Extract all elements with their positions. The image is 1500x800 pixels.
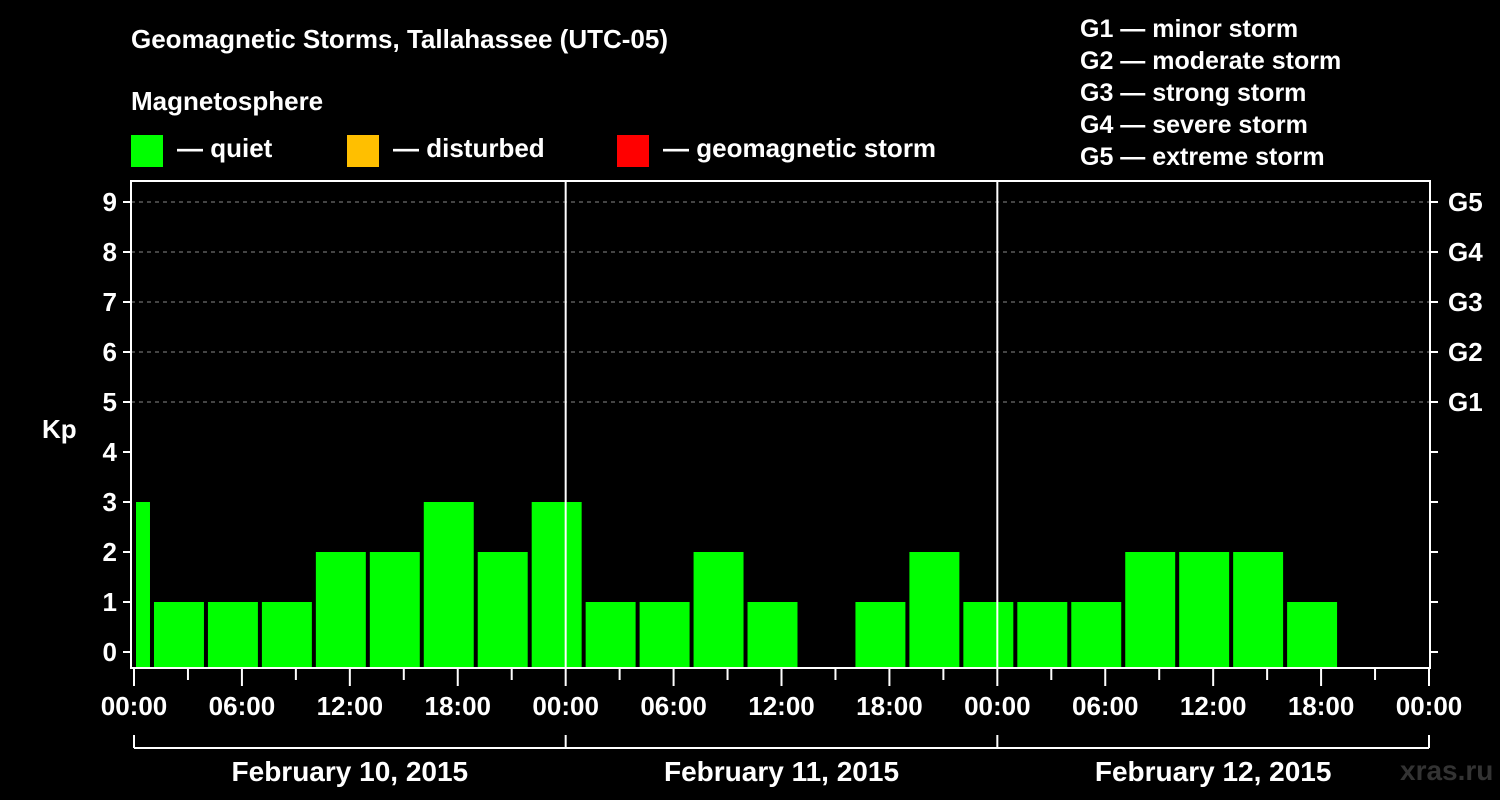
x-tick-label-9: 06:00: [1072, 691, 1139, 721]
day-label-0: February 10, 2015: [232, 756, 469, 787]
y-tick-label-0: 0: [103, 637, 117, 667]
x-tick-label-7: 18:00: [856, 691, 923, 721]
kp-bar-10: [639, 602, 690, 668]
x-tick-label-12: 00:00: [1396, 691, 1463, 721]
g2-legend: G2 — moderate storm: [1080, 47, 1342, 75]
y-tick-label-3: 3: [103, 487, 117, 517]
y-tick-label-7: 7: [103, 287, 117, 317]
kp-bar-8: [531, 502, 582, 668]
chart-title: Geomagnetic Storms, Tallahassee (UTC-05): [131, 24, 669, 54]
y-tick-label-1: 1: [103, 587, 117, 617]
disturbed-swatch: [347, 135, 379, 167]
y-tick-label-6: 6: [103, 337, 117, 367]
kp-bar-21: [1233, 552, 1284, 668]
x-tick-label-11: 18:00: [1288, 691, 1355, 721]
y-tick-label-5: 5: [103, 387, 117, 417]
kp-bar-18: [1071, 602, 1122, 668]
x-tick-label-3: 18:00: [425, 691, 492, 721]
kp-bar-20: [1179, 552, 1230, 668]
y-tick-label-2: 2: [103, 537, 117, 567]
g-label-g4: G4: [1448, 237, 1483, 267]
kp-bar-14: [855, 602, 906, 668]
quiet-label: — quiet: [177, 133, 273, 163]
x-tick-label-10: 12:00: [1180, 691, 1247, 721]
g-label-g2: G2: [1448, 337, 1483, 367]
g5-legend: G5 — extreme storm: [1080, 143, 1325, 171]
disturbed-label: — disturbed: [393, 133, 545, 163]
day-label-2: February 12, 2015: [1095, 756, 1332, 787]
legend-heading: Magnetosphere: [131, 86, 324, 116]
x-tick-label-8: 00:00: [964, 691, 1031, 721]
storm-swatch: [617, 135, 649, 167]
kp-bar-19: [1125, 552, 1176, 668]
kp-bar-15: [909, 552, 960, 668]
x-tick-label-1: 06:00: [209, 691, 276, 721]
kp-bar-12: [747, 602, 798, 668]
storm-label: — geomagnetic storm: [663, 133, 937, 163]
quiet-swatch: [131, 135, 163, 167]
kp-bar-9: [585, 602, 636, 668]
kp-bar-7: [477, 552, 528, 668]
y-tick-label-9: 9: [103, 187, 117, 217]
g1-legend: G1 — minor storm: [1080, 15, 1299, 43]
x-tick-label-0: 00:00: [101, 691, 168, 721]
kp-bar-16: [963, 602, 1014, 668]
kp-bar-22: [1287, 602, 1338, 668]
g3-legend: G3 — strong storm: [1080, 79, 1307, 107]
g4-legend: G4 — severe storm: [1080, 111, 1308, 139]
kp-bar-11: [693, 552, 744, 668]
kp-bar-5: [369, 552, 420, 668]
kp-bar-6: [423, 502, 474, 668]
kp-bar-1: [153, 602, 204, 668]
y-tick-label-8: 8: [103, 237, 117, 267]
kp-bar-17: [1017, 602, 1068, 668]
day-label-1: February 11, 2015: [664, 756, 899, 787]
x-tick-label-6: 12:00: [748, 691, 815, 721]
x-tick-label-4: 00:00: [532, 691, 599, 721]
kp-bar-3: [261, 602, 312, 668]
y-tick-label-4: 4: [103, 437, 118, 467]
y-axis-label: Kp: [42, 414, 77, 444]
watermark: xras.ru: [1400, 755, 1494, 786]
g-label-g1: G1: [1448, 387, 1483, 417]
g-label-g3: G3: [1448, 287, 1483, 317]
x-tick-label-2: 12:00: [317, 691, 384, 721]
g-label-g5: G5: [1448, 187, 1483, 217]
kp-bar-0: [136, 502, 150, 668]
x-tick-label-5: 06:00: [640, 691, 707, 721]
kp-bar-4: [315, 552, 366, 668]
kp-bar-2: [207, 602, 258, 668]
